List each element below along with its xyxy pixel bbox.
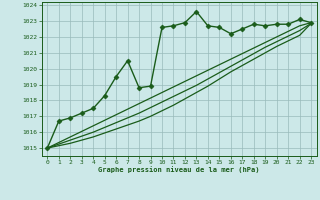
X-axis label: Graphe pression niveau de la mer (hPa): Graphe pression niveau de la mer (hPa)	[99, 167, 260, 173]
